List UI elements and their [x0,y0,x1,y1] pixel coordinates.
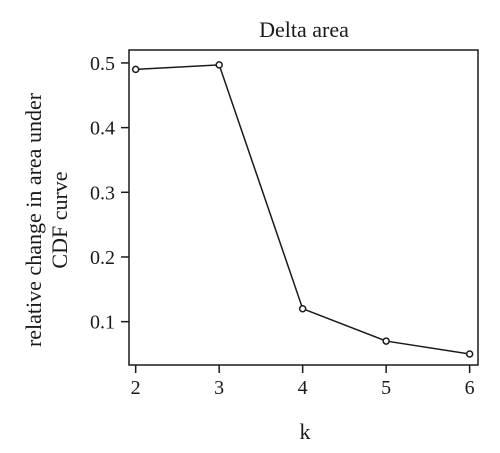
data-point [215,61,223,69]
data-point [382,337,390,345]
chart-title: Delta area [259,17,349,42]
x-tick-label: 3 [214,377,224,399]
y-axis-label-line-2: CDF curve [47,171,72,268]
y-tick-label: 0.3 [90,182,115,204]
y-axis-label: relative change in area under CDF curve [21,92,72,347]
y-tick-label: 0.1 [90,312,115,334]
x-axis-label: k [300,419,311,444]
x-tick-label: 5 [381,377,391,399]
data-point [298,304,307,313]
x-tick-label: 4 [298,377,308,399]
x-tick-label: 6 [465,377,475,399]
y-tick-label: 0.4 [90,118,115,140]
y-tick-label: 0.5 [90,53,115,75]
plot-frame [128,49,479,366]
series [131,61,474,358]
data-point [465,350,474,358]
y-tick-label: 0.2 [90,247,115,269]
data-point [131,65,140,74]
x-axis: 2 3 4 5 6 [131,365,475,399]
x-tick-label: 2 [131,377,141,399]
y-axis: 0.1 0.2 0.3 0.4 0.5 [90,53,129,334]
y-axis-label-line-1: relative change in area under [21,92,46,347]
